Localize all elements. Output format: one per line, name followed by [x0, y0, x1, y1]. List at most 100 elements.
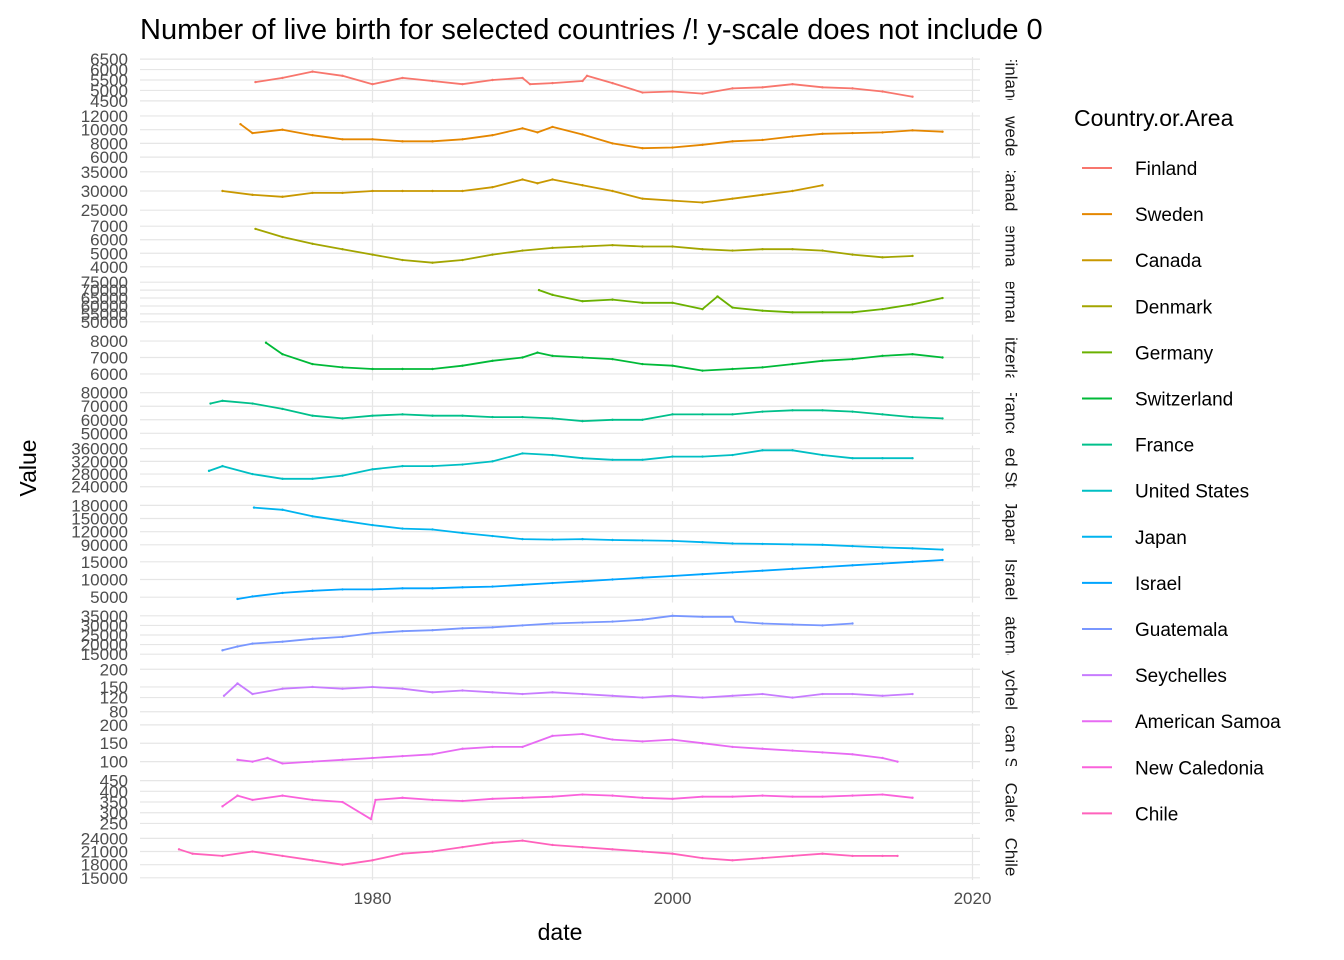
data-point-seychelles-4 — [311, 685, 314, 689]
data-point-finland-18 — [731, 87, 734, 90]
data-point-denmark-11 — [581, 245, 584, 248]
data-point-united-states-13 — [581, 456, 584, 460]
data-point-canada-6 — [401, 189, 404, 193]
data-point-finland-22 — [851, 87, 854, 90]
data-point-seychelles-2 — [251, 692, 254, 696]
data-point-canada-12 — [551, 178, 554, 181]
y-tick-label-american-samoa-0: 200 — [100, 716, 128, 735]
y-tick-label-chile-1: 21000 — [81, 843, 128, 862]
data-point-american-samoa-3 — [281, 762, 284, 765]
series-line-switzerland — [265, 341, 943, 372]
data-point-new-caledonia-2 — [251, 798, 254, 802]
data-point-american-samoa-11 — [521, 745, 524, 749]
data-point-finland-21 — [821, 86, 824, 89]
data-point-guatemala-6 — [371, 631, 374, 635]
data-point-switzerland-5 — [401, 367, 404, 371]
data-point-israel-1 — [251, 595, 254, 598]
strip-label-united-states: United States — [1002, 417, 1021, 519]
data-point-canada-4 — [341, 191, 344, 195]
data-point-switzerland-10 — [536, 351, 539, 354]
y-tick-label-sweden-3: 6000 — [90, 148, 128, 167]
data-point-seychelles-21 — [821, 692, 824, 696]
data-point-sweden-25 — [941, 130, 944, 133]
data-point-canada-5 — [371, 189, 374, 193]
data-point-american-samoa-23 — [881, 756, 884, 760]
y-tick-label-israel-2: 5000 — [90, 588, 128, 607]
data-point-france-19 — [761, 410, 764, 413]
data-point-united-states-7 — [401, 464, 404, 468]
data-point-sweden-1 — [251, 131, 254, 135]
y-tick-label-new-caledonia-4: 250 — [100, 814, 128, 833]
legend-label-new-caledonia: New Caledonia — [1135, 758, 1264, 779]
data-point-chile-18 — [701, 856, 704, 860]
data-point-american-samoa-15 — [641, 740, 644, 743]
data-point-switzerland-7 — [461, 364, 464, 367]
data-point-united-states-22 — [851, 456, 854, 460]
data-point-israel-9 — [491, 585, 494, 588]
data-point-guatemala-19 — [734, 620, 737, 623]
data-point-israel-23 — [911, 560, 914, 564]
data-point-switzerland-19 — [791, 362, 794, 366]
data-point-france-13 — [581, 419, 584, 423]
data-point-sweden-2 — [281, 128, 284, 131]
y-tick-label-seychelles-3: 80 — [109, 703, 128, 722]
data-point-seychelles-20 — [791, 696, 794, 699]
data-point-united-states-24 — [911, 456, 914, 460]
data-point-switzerland-0 — [264, 341, 268, 344]
data-point-japan-14 — [671, 539, 674, 543]
data-point-switzerland-13 — [611, 357, 614, 361]
y-tick-label-united-states-2: 280000 — [71, 465, 128, 484]
data-point-chile-21 — [791, 854, 794, 858]
x-tick-label-0: 1980 — [354, 889, 392, 908]
data-point-guatemala-4 — [311, 637, 314, 641]
data-point-united-states-11 — [521, 452, 524, 455]
data-point-japan-18 — [791, 543, 794, 546]
data-point-seychelles-11 — [521, 692, 524, 696]
legend-label-israel: Israel — [1135, 574, 1181, 595]
data-point-israel-15 — [671, 574, 674, 578]
data-point-chile-0 — [177, 848, 181, 851]
data-point-new-caledonia-15 — [611, 794, 614, 797]
data-point-israel-17 — [731, 571, 734, 574]
data-point-canada-17 — [701, 201, 704, 204]
data-point-germany-9 — [761, 309, 764, 312]
x-axis-title: date — [538, 919, 583, 945]
data-point-germany-12 — [851, 311, 854, 314]
data-point-switzerland-12 — [581, 356, 584, 359]
data-point-finland-13 — [585, 74, 589, 78]
data-point-guatemala-5 — [341, 635, 344, 639]
data-point-israel-7 — [431, 587, 434, 590]
data-point-united-states-16 — [671, 455, 674, 458]
data-point-japan-19 — [821, 543, 824, 547]
data-point-denmark-14 — [671, 245, 674, 248]
y-tick-label-guatemala-2: 25000 — [81, 626, 128, 645]
data-point-switzerland-9 — [521, 356, 524, 359]
data-point-united-states-2 — [251, 472, 254, 476]
data-point-chile-7 — [371, 859, 374, 862]
data-point-denmark-5 — [401, 258, 404, 262]
data-point-japan-1 — [281, 508, 284, 511]
data-point-american-samoa-7 — [401, 754, 404, 758]
series-line-denmark — [255, 228, 913, 264]
data-point-american-samoa-2 — [266, 756, 269, 760]
data-point-sweden-15 — [641, 147, 644, 150]
data-point-finland-19 — [761, 86, 764, 89]
data-point-denmark-3 — [341, 248, 344, 251]
series-line-germany — [538, 289, 943, 314]
data-point-sweden-5 — [371, 138, 374, 141]
data-point-switzerland-14 — [641, 362, 644, 366]
strip-label-germany: Germany — [1002, 267, 1021, 337]
data-point-guatemala-11 — [521, 624, 524, 627]
data-point-chile-2 — [221, 854, 224, 858]
data-point-finland-17 — [701, 92, 704, 95]
data-point-japan-5 — [401, 527, 404, 530]
data-point-american-samoa-4 — [311, 760, 314, 763]
data-point-sweden-20 — [791, 135, 794, 138]
series-line-france — [210, 399, 943, 423]
y-tick-label-germany-2: 65000 — [81, 289, 128, 308]
data-point-israel-14 — [641, 576, 644, 579]
data-point-germany-5 — [671, 301, 674, 304]
y-tick-label-canada-2: 25000 — [81, 201, 128, 220]
data-point-canada-15 — [641, 197, 644, 200]
series-line-seychelles — [223, 682, 913, 699]
